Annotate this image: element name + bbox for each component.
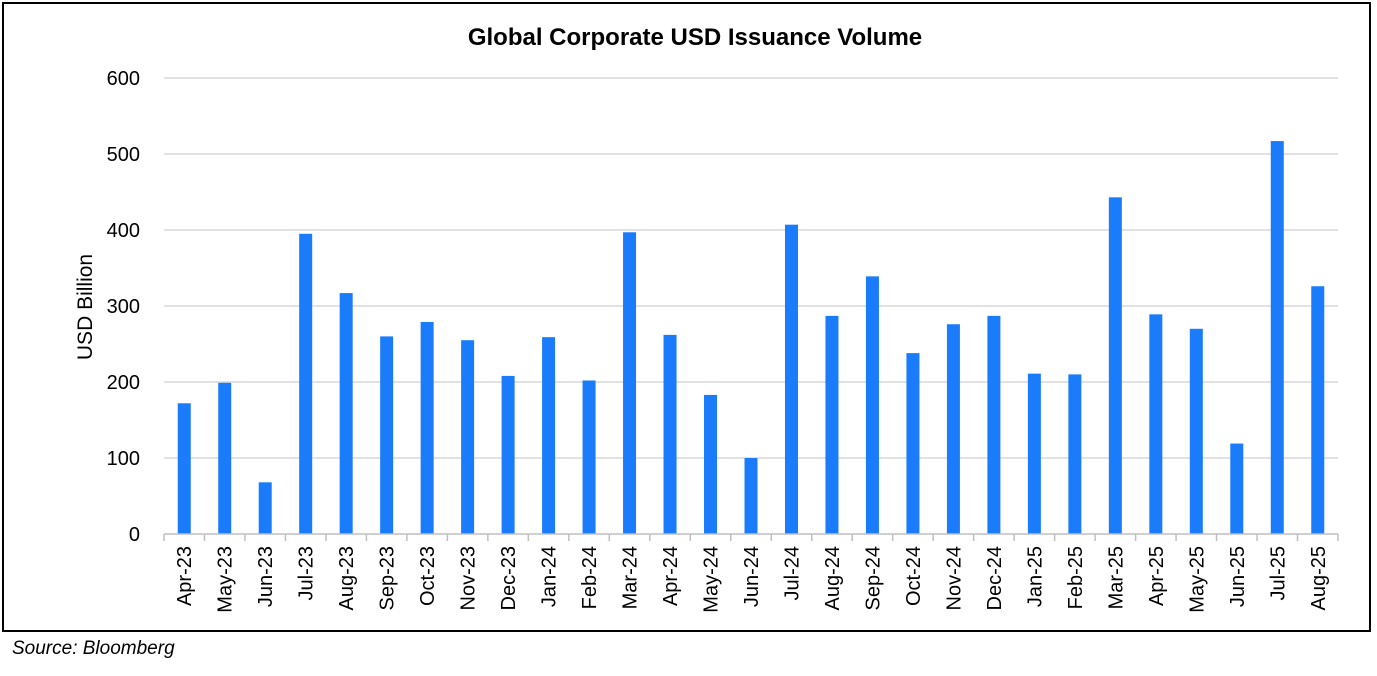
x-tick-label: Apr-24 [660, 546, 682, 606]
y-tick-label: 0 [129, 524, 140, 546]
bar [420, 321, 434, 534]
bars [177, 141, 1325, 535]
x-tick-label: Sep-23 [377, 546, 399, 611]
x-axis-ticks: Apr-23 May-23 Jun-23 Jul-23 Aug-23 Sep-23 Oct-… [174, 546, 1330, 613]
bar [1068, 374, 1082, 534]
bar [258, 482, 272, 534]
bar [461, 340, 475, 534]
bar [339, 293, 353, 534]
x-tick-label: Dec-23 [498, 546, 520, 610]
x-tick-label: Aug-25 [1308, 546, 1330, 611]
bar [704, 394, 718, 534]
x-tick-label: Oct-23 [417, 546, 439, 606]
x-tick-label: Jul-25 [1267, 546, 1289, 600]
bar [744, 458, 758, 534]
x-tick-label: May-25 [1186, 546, 1208, 613]
bar [542, 337, 556, 534]
y-tick-label: 400 [107, 220, 140, 242]
x-tick-label: Feb-24 [579, 546, 601, 609]
bar [825, 315, 839, 534]
x-tick-label: Mar-24 [620, 546, 642, 609]
bar [177, 403, 191, 534]
y-tick-label: 300 [107, 296, 140, 318]
x-tick-label: May-24 [701, 546, 723, 613]
bar [1270, 141, 1284, 534]
x-tick-label: Feb-25 [1065, 546, 1087, 609]
x-tick-label: Sep-24 [862, 546, 884, 611]
x-tick-label: Jul-24 [781, 546, 803, 600]
bar [1311, 286, 1325, 534]
bar [1108, 197, 1122, 534]
chart-title: Global Corporate USD Issuance Volume [468, 24, 922, 51]
y-tick-label: 600 [107, 68, 140, 90]
x-tick-label: Aug-23 [336, 546, 358, 611]
x-tick-label: May-23 [215, 546, 237, 613]
bar [784, 224, 798, 534]
source-note: Source: Bloomberg [12, 638, 175, 659]
x-tick-label: Jul-23 [296, 546, 318, 600]
x-tick-label: Jun-25 [1227, 546, 1249, 607]
bar [218, 382, 232, 534]
bar [663, 334, 677, 534]
x-tick-label: Jun-23 [255, 546, 277, 607]
x-tick-label: Apr-25 [1146, 546, 1168, 606]
bar [582, 380, 596, 534]
y-tick-label: 500 [107, 144, 140, 166]
x-tick-label: Jan-24 [539, 546, 561, 607]
x-tick-label: Aug-24 [822, 546, 844, 611]
x-axis [163, 533, 1339, 541]
bar [1230, 443, 1244, 534]
x-tick-label: Dec-24 [984, 546, 1006, 610]
x-tick-label: Jun-24 [741, 546, 763, 607]
x-tick-label: Nov-23 [458, 546, 480, 610]
y-tick-label: 100 [107, 448, 140, 470]
bar [1189, 328, 1203, 534]
bar [906, 353, 920, 534]
y-axis-ticks: 0 100 200 300 400 500 600 [107, 68, 140, 546]
bar [865, 276, 879, 534]
gridlines [164, 77, 1338, 459]
bar [299, 233, 313, 535]
y-tick-label: 200 [107, 372, 140, 394]
bar [380, 336, 394, 534]
x-tick-label: Nov-24 [943, 546, 965, 610]
x-tick-label: Oct-24 [903, 546, 925, 606]
bar [1027, 373, 1041, 534]
x-tick-label: Mar-25 [1105, 546, 1127, 609]
bar [501, 375, 515, 534]
bar [1149, 314, 1163, 534]
x-tick-label: Apr-23 [174, 546, 196, 606]
bar [623, 232, 637, 534]
chart-frame [2, 2, 1371, 632]
y-axis-label: USD Billion [74, 254, 97, 360]
bar [987, 315, 1001, 534]
x-tick-label: Jan-25 [1024, 546, 1046, 607]
bar [946, 324, 960, 534]
